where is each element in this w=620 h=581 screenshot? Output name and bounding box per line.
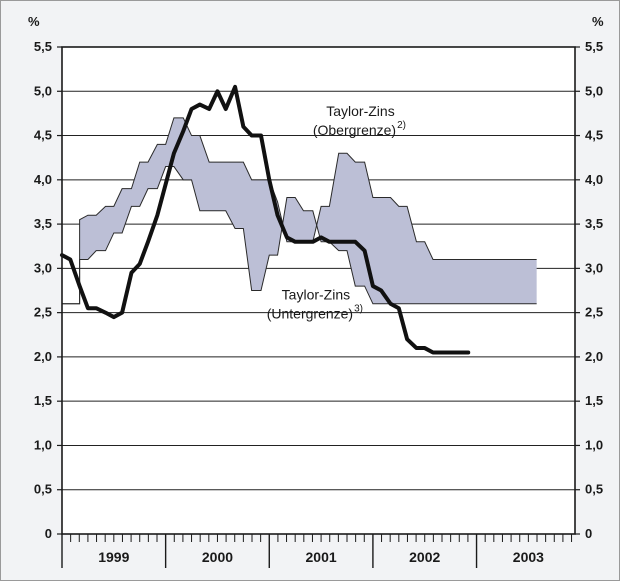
annotation-subtitle: (Untergrenze) — [267, 305, 353, 321]
y-tick-label-left: 4,0 — [34, 172, 52, 187]
y-tick-label-left: 3,0 — [34, 260, 52, 275]
y-tick-label-right: 0 — [585, 526, 592, 541]
y-tick-label-left: 2,5 — [34, 305, 52, 320]
y-tick-label-right: 5,0 — [585, 83, 603, 98]
y-tick-label-right: 2,0 — [585, 349, 603, 364]
annotation-title: Taylor-Zins — [282, 286, 350, 302]
annotation-title: Taylor-Zins — [326, 103, 394, 119]
y-ticks: 0 0 0,5 0,5 1,0 1,0 1,5 1,5 2,0 2,0 2,5 2,5 3,0 3,0 3,… — [34, 39, 603, 541]
y-tick-label-right: 5,5 — [585, 39, 603, 54]
y-tick-label-right: 4,0 — [585, 172, 603, 187]
year-label: 2003 — [513, 549, 544, 565]
y-tick-label-left: 1,5 — [34, 393, 52, 408]
year-label: 2002 — [409, 549, 440, 565]
y-tick-label-right: 0,5 — [585, 482, 603, 497]
year-label: 1999 — [98, 549, 129, 565]
y-tick-label-left: 5,0 — [34, 83, 52, 98]
annotation-subtitle: (Obergrenze) — [313, 122, 396, 138]
y-tick-label-left: 0,5 — [34, 482, 52, 497]
annotation-footnote: 3) — [354, 303, 363, 314]
y-tick-label-right: 4,5 — [585, 128, 603, 143]
year-label: 2001 — [306, 549, 337, 565]
y-tick-label-left: 0 — [45, 526, 52, 541]
y-tick-label-left: 5,5 — [34, 39, 52, 54]
interest-rate-line — [60, 84, 471, 355]
y-tick-label-right: 3,5 — [585, 216, 603, 231]
y-tick-label-right: 2,5 — [585, 305, 603, 320]
y-tick-label-right: 1,0 — [585, 437, 603, 452]
plot-border — [61, 46, 576, 535]
annotation-footnote: 2) — [397, 120, 406, 131]
y-tick-label-right: 3,0 — [585, 260, 603, 275]
y-tick-label-right: 1,5 — [585, 393, 603, 408]
y-tick-label-left: 2,0 — [34, 349, 52, 364]
band-lower-edge — [62, 166, 537, 305]
unit-left: % — [28, 14, 40, 29]
year-label: 2000 — [202, 549, 233, 565]
annotations: Taylor-Zins(Obergrenze) 2)Taylor-Zins(Unt… — [267, 103, 406, 321]
x-axis: 1999 2000 2001 2002 2003 — [61, 534, 573, 568]
y-tick-label-left: 4,5 — [34, 128, 52, 143]
y-tick-label-left: 3,5 — [34, 216, 52, 231]
unit-right: % — [592, 14, 604, 29]
y-tick-label-left: 1,0 — [34, 437, 52, 452]
taylor-band — [62, 117, 537, 304]
